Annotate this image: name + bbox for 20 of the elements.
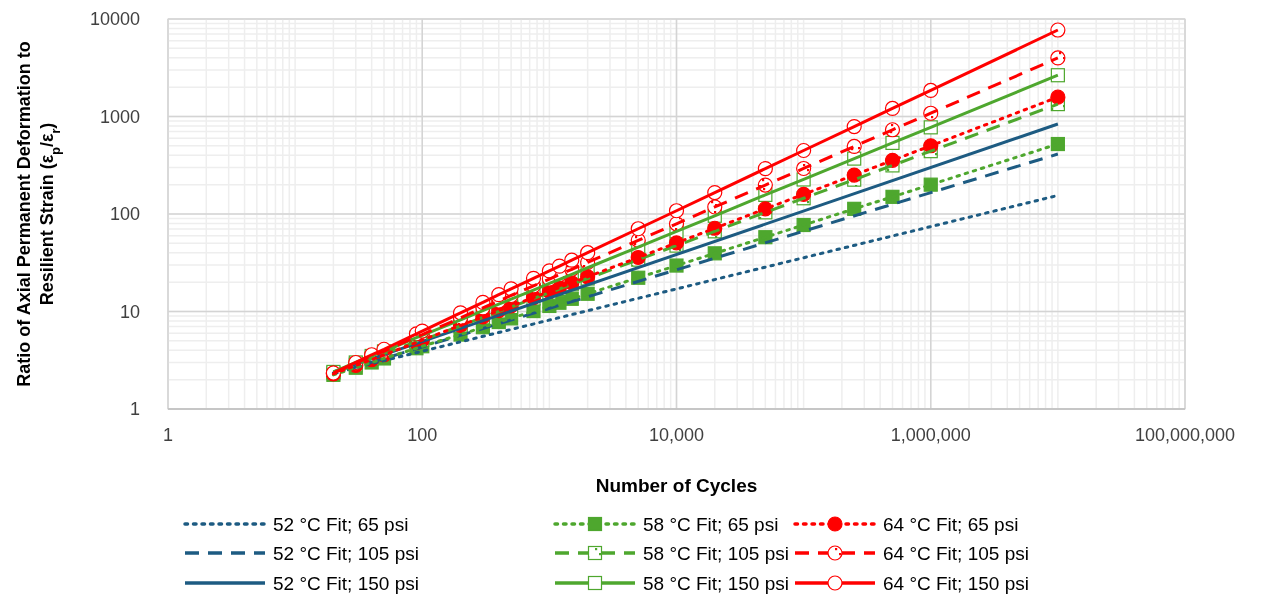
x-axis-title: Number of Cycles [595,475,758,496]
legend-label: 64 °C Fit; 65 psi [883,514,1019,535]
x-tick-label: 1,000,000 [890,425,971,445]
legend-label: 58 °C Fit; 150 psi [643,573,789,594]
x-tick-label: 1 [162,425,174,445]
legend-label: 58 °C Fit; 65 psi [643,514,779,535]
y-tick-label: 1 [129,399,140,419]
legend-label: 52 °C Fit; 105 psi [273,543,419,564]
y-tick-label: 10000 [89,9,140,29]
y-tick-label: 10 [119,301,140,322]
legend-label: 64 °C Fit; 150 psi [883,573,1029,594]
legend-label: 52 °C Fit; 65 psi [273,514,409,535]
x-tick-label: 100,000,000 [1134,425,1236,445]
x-tick-label: 10,000 [648,425,705,445]
x-tick-label: 100 [407,425,438,445]
y-tick-label: 1000 [99,106,140,127]
legend-label: 52 °C Fit; 150 psi [273,573,419,594]
legend-label: 64 °C Fit; 105 psi [883,543,1029,564]
y-tick-label: 100 [109,204,140,224]
legend-label: 58 °C Fit; 105 psi [643,543,789,564]
